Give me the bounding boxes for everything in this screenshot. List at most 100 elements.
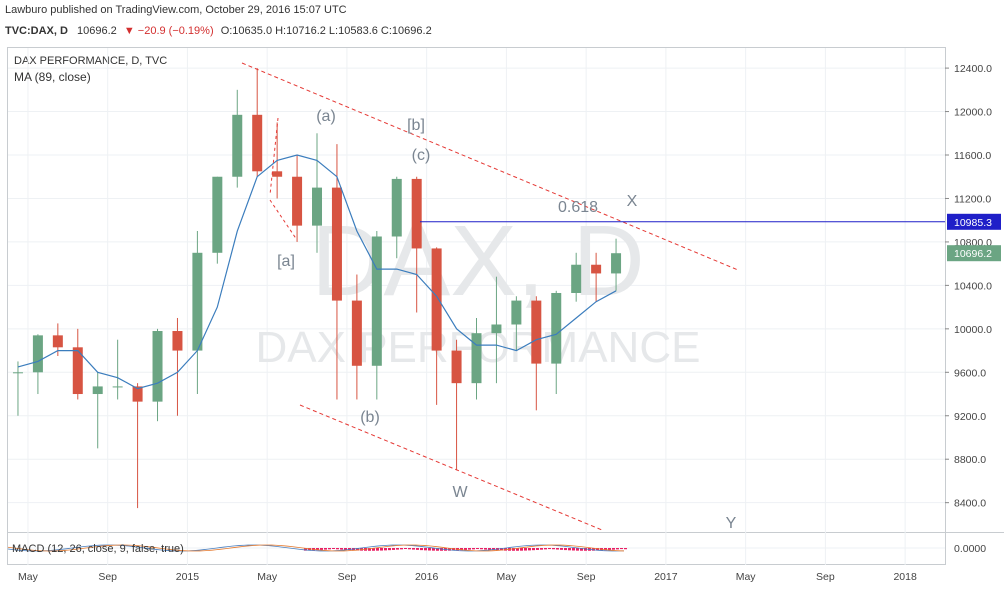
publisher: Lawburo published on TradingView.com, Oc… — [5, 4, 347, 16]
x-tick-label: Sep — [816, 571, 835, 583]
macd-hist — [316, 548, 319, 551]
macd-hist — [336, 548, 339, 550]
macd-hist — [452, 548, 455, 551]
macd-hist — [324, 548, 327, 550]
last: 10696.2 — [77, 25, 117, 37]
x-tick-label: Sep — [98, 571, 117, 583]
macd-hist — [320, 548, 323, 550]
candle-body — [351, 300, 362, 366]
macd-hist — [540, 548, 543, 550]
y-tick-label: 9200.0 — [954, 411, 986, 423]
x-tick-label: 2018 — [893, 571, 917, 583]
y-tick-label: 10400.0 — [954, 280, 992, 292]
candle-body — [192, 252, 203, 351]
macd-hist — [408, 548, 411, 550]
macd-hist — [424, 548, 427, 551]
candle-body — [571, 264, 582, 293]
wave-label: 0.618 — [558, 199, 598, 216]
candle-body — [511, 300, 522, 325]
macd-hist — [524, 548, 527, 551]
plot-frame — [7, 47, 946, 565]
x-tick-label: May — [496, 571, 517, 583]
macd-hist — [420, 548, 423, 551]
candle-body — [32, 335, 43, 373]
level-tag — [947, 213, 1001, 230]
macd-tick-label: 0.0000 — [954, 543, 986, 555]
x-tick-label: Sep — [577, 571, 596, 583]
macd-hist — [464, 548, 467, 550]
ma-line — [17, 154, 617, 390]
macd-hist — [372, 548, 375, 551]
candle-body — [272, 171, 283, 177]
macd-hist — [432, 548, 435, 551]
macd-hist — [564, 548, 567, 551]
macd-hist — [560, 548, 563, 550]
candle-body — [611, 253, 622, 274]
candle-body — [72, 347, 83, 395]
macd-label: MACD (12, 26, close, 9, false, true) — [12, 543, 184, 555]
macd-hist — [384, 548, 387, 551]
macd-hist — [500, 548, 503, 551]
candle-body — [212, 176, 223, 253]
macd-hist — [468, 548, 471, 550]
candle-body — [471, 333, 482, 384]
macd-hist — [620, 548, 623, 550]
quote-line: TVC:DAX, D 10696.2 ▼ −20.9 (−0.19%) O:10… — [5, 25, 432, 37]
macd-hist — [480, 548, 483, 550]
x-tick-label: May — [257, 571, 278, 583]
trend-line — [269, 117, 279, 196]
candle-body — [152, 331, 163, 402]
macd-hist — [328, 548, 331, 550]
wave-label: Y — [726, 515, 737, 532]
candle-body — [292, 176, 303, 226]
candle-body — [371, 236, 382, 366]
macd-hist — [556, 548, 559, 550]
macd-hist — [608, 548, 611, 550]
macd-hist — [340, 548, 343, 550]
candle-body — [411, 178, 422, 249]
macd-hist — [428, 548, 431, 551]
wave-label: (c) — [412, 147, 431, 164]
macd-hist — [576, 548, 579, 551]
x-tick-label: 2017 — [654, 571, 678, 583]
macd-hist — [568, 548, 571, 551]
x-tick-label: Sep — [338, 571, 357, 583]
macd-hist — [304, 548, 307, 551]
macd-hist — [516, 548, 519, 551]
macd-hist — [448, 548, 451, 551]
macd-hist — [392, 548, 395, 550]
y-tick-label: 12000.0 — [954, 107, 992, 119]
macd-hist — [520, 548, 523, 551]
y-tick-label: 10000.0 — [954, 324, 992, 336]
macd-hist — [472, 548, 475, 550]
level-label: 10985.3 — [954, 217, 992, 229]
macd-hist — [376, 548, 379, 551]
y-tick-label: 9600.0 — [954, 367, 986, 379]
y-tick-label: 11200.0 — [954, 193, 991, 205]
macd-hist — [532, 548, 535, 551]
macd-hist — [400, 548, 403, 550]
macd-hist — [332, 548, 335, 550]
candle-body — [132, 386, 143, 402]
wave-label: X — [627, 193, 638, 210]
chart-title: DAX PERFORMANCE, D, TVC — [14, 55, 167, 67]
trend-line — [269, 199, 298, 241]
candle-body — [591, 264, 602, 274]
change: ▼ −20.9 (−0.19%) — [124, 25, 214, 37]
candle-body — [431, 248, 442, 351]
wave-label: [a] — [277, 253, 295, 270]
macd-hist — [548, 548, 551, 550]
macd-hist — [544, 548, 547, 550]
symbol: TVC:DAX, D — [5, 25, 68, 37]
last-price-label: 10696.2 — [954, 248, 992, 260]
macd-hist — [584, 548, 587, 551]
candle-body — [451, 350, 462, 384]
candle-body — [12, 372, 23, 374]
macd-hist — [604, 548, 607, 551]
macd-signal — [7, 544, 625, 552]
macd-hist — [460, 548, 463, 551]
macd-hist — [552, 548, 555, 550]
candle-body — [531, 300, 542, 364]
ohlc: O:10635.0 H:10716.2 L:10583.6 C:10696.2 — [221, 25, 432, 37]
